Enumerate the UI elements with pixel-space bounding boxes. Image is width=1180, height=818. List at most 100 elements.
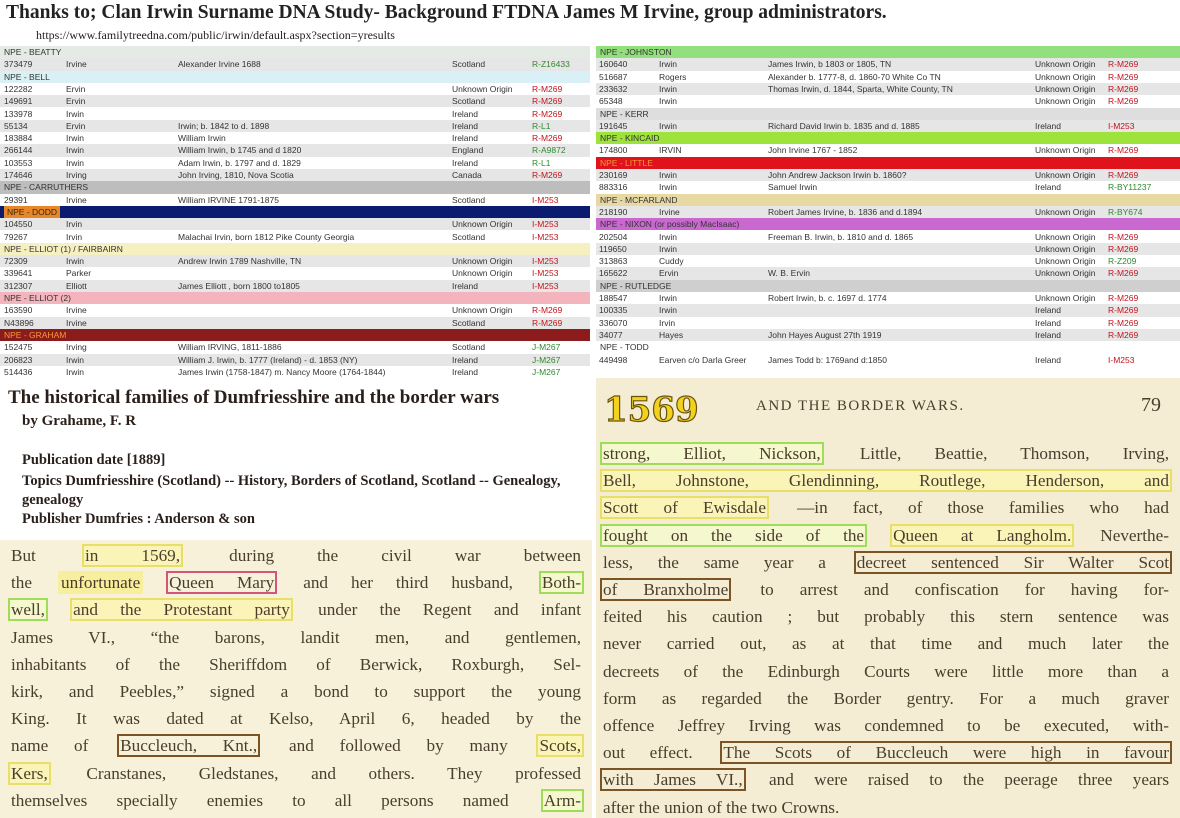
book-title: The historical families of Dumfriesshire… (8, 387, 500, 408)
table-cell: Irvine (66, 194, 87, 205)
text-line: Scott of Ewisdale —in fact, of those fam… (600, 494, 1172, 521)
table-cell: I-M253 (532, 219, 559, 230)
table-cell: Unknown Origin (1035, 145, 1096, 156)
table-cell: R-M269 (532, 317, 563, 328)
text-segment: Queen at Langholm. (890, 523, 1075, 547)
group-header: NPE - BELL (0, 70, 590, 83)
table-cell: R-M269 (532, 170, 563, 180)
table-cell: I-M253 (532, 280, 559, 291)
text-segment: during the civil war between (229, 546, 581, 565)
text-segment: Buccleuch, Knt., (117, 734, 261, 758)
table-cell: Unknown Origin (1035, 71, 1096, 82)
table-cell: Ireland (1035, 120, 1061, 131)
group-name: NPE - BELL (4, 71, 50, 82)
table-row: 174646 Irving John Irving, 1810, Nova Scot… (0, 169, 590, 182)
text-segment: Scott of Ewisdale (600, 496, 769, 520)
table-row: 336070 Irvin Ireland R-M269 (596, 316, 1180, 329)
table-cell: I-M253 (532, 256, 559, 267)
table-cell: IRVIN (659, 145, 682, 156)
table-cell: Scotland (452, 231, 486, 242)
table-cell: Irwin (66, 366, 84, 377)
table-row: 202504 Irwin Freeman B. Irwin, b. 1810 and… (596, 230, 1180, 243)
table-cell: R-L1 (532, 157, 551, 168)
table-cell: N43896 (4, 317, 34, 328)
group-name: NPE - GRAHAM (4, 329, 67, 340)
text-line: name of Buccleuch, Knt., and followed by… (8, 732, 585, 759)
table-cell: I-M253 (1108, 120, 1135, 131)
table-cell: Robert Irwin, b. c. 1697 d. 1774 (768, 293, 887, 303)
table-cell: 449498 (599, 354, 628, 365)
table-cell: R-M269 (532, 83, 563, 94)
table-row: 373479 Irvine Alexander Irvine 1688 Scotlan… (0, 58, 590, 71)
text-segment: feited his caution ; but probably this s… (603, 607, 1169, 627)
table-row: 449498 Earven c/o Darla Greer James Todd b… (596, 353, 1180, 366)
table-cell: Ervin (66, 83, 86, 94)
text-segment: The Scots of Buccleuch were high in favo… (720, 741, 1173, 765)
table-row: 163590 Irvine Unknown Origin R-M269 (0, 304, 590, 317)
table-cell: 34077 (599, 329, 623, 340)
table-cell: R-M269 (1108, 329, 1139, 340)
table-cell: Canada (452, 170, 482, 180)
table-cell: Irvin (66, 231, 83, 242)
text-segment: kirk, and Peebles,” signed a bond to sup… (11, 682, 581, 701)
table-cell: 103553 (4, 157, 33, 168)
table-cell: 202504 (599, 231, 628, 242)
table-cell: Unknown Origin (1035, 231, 1096, 242)
publisher: Publisher Dumfries : Anderson & son (22, 511, 255, 527)
table-cell: Unknown Origin (1035, 243, 1096, 254)
table-row: 149691 Ervin Scotland R-M269 (0, 95, 590, 108)
text-line: But in 1569, during the civil war betwee… (8, 542, 584, 569)
table-cell: R-M269 (1108, 268, 1139, 279)
table-cell: 100335 (599, 305, 628, 316)
table-cell: Ireland (452, 133, 478, 144)
topics: Topics Dumfriesshire (Scotland) -- Histo… (22, 473, 561, 508)
page-year: 1569 (603, 389, 699, 430)
table-row: 312307 Elliott James Elliott , born 1800 t… (0, 279, 590, 292)
book-author: by Grahame, F. R (22, 413, 137, 429)
table-cell: Irvine (659, 206, 680, 217)
group-header: NPE - RUTLEDGE (596, 279, 1180, 292)
table-row: 191645 Irwin Richard David Irwin b. 1835 a… (596, 119, 1180, 133)
table-cell: R-M269 (1108, 71, 1139, 82)
table-cell: John Irving, 1810, Nova Scotia (178, 170, 294, 180)
text-segment: and followed by many (288, 736, 508, 756)
group-header: NPE - LITTLE (596, 156, 1180, 169)
text-segment: —in fact, of those families who had (797, 498, 1169, 518)
table-cell: Irvine (66, 317, 87, 328)
table-cell: 65348 (599, 96, 623, 107)
table-cell: Thomas Irwin, d. 1844, Sparta, White Cou… (768, 83, 953, 94)
group-header: NPE - KINCAID (596, 132, 1180, 145)
group-name: NPE - ELLIOT (2) (4, 293, 71, 303)
text-segment: the (11, 573, 32, 593)
text-segment: Kers, (8, 761, 51, 785)
group-name: NPE - ELLIOT (1) / FAIRBAIRN (4, 243, 123, 254)
text-line: King. It was dated at Kelso, April 6, he… (8, 705, 584, 732)
text-line: offence Jeffrey Irving was condemned to … (600, 712, 1172, 739)
table-cell: 149691 (4, 96, 33, 107)
text-segment: strong, Elliot, Nickson, (600, 442, 824, 465)
table-row: 133978 Irwin Ireland R-M269 (0, 107, 590, 120)
table-cell: Irving (66, 170, 87, 180)
table-cell: Irwin (66, 133, 84, 144)
table-cell: Unknown Origin (1035, 59, 1096, 70)
table-cell: 174800 (599, 145, 628, 156)
group-header: NPE - CARRUTHERS (0, 181, 590, 194)
running-head: AND THE BORDER WARS. (756, 398, 965, 414)
table-cell: Irwin (659, 305, 677, 316)
text-segment: never carried out, as at that time and m… (603, 634, 1169, 654)
table-cell: J-M267 (532, 354, 561, 365)
text-line: after the union of the two Crowns. (600, 794, 1172, 818)
text-line: James VI., “the barons, landit men, and … (8, 624, 584, 651)
group-name: NPE - TODD (600, 342, 649, 353)
table-cell: 514436 (4, 366, 33, 377)
text-segment: Both- (538, 571, 585, 595)
group-name: NPE - NIXON (or possibly MacIsaac) (600, 219, 740, 230)
text-segment: decreet sentenced Sir Walter Scot (853, 550, 1172, 574)
table-cell: Elliott (66, 280, 87, 291)
table-cell: Ireland (452, 120, 478, 131)
table-cell: W. B. Ervin (768, 268, 811, 279)
text-segment: well, (8, 598, 48, 622)
table-cell: R-M269 (1108, 59, 1139, 70)
group-name: NPE - DODD (4, 205, 61, 218)
